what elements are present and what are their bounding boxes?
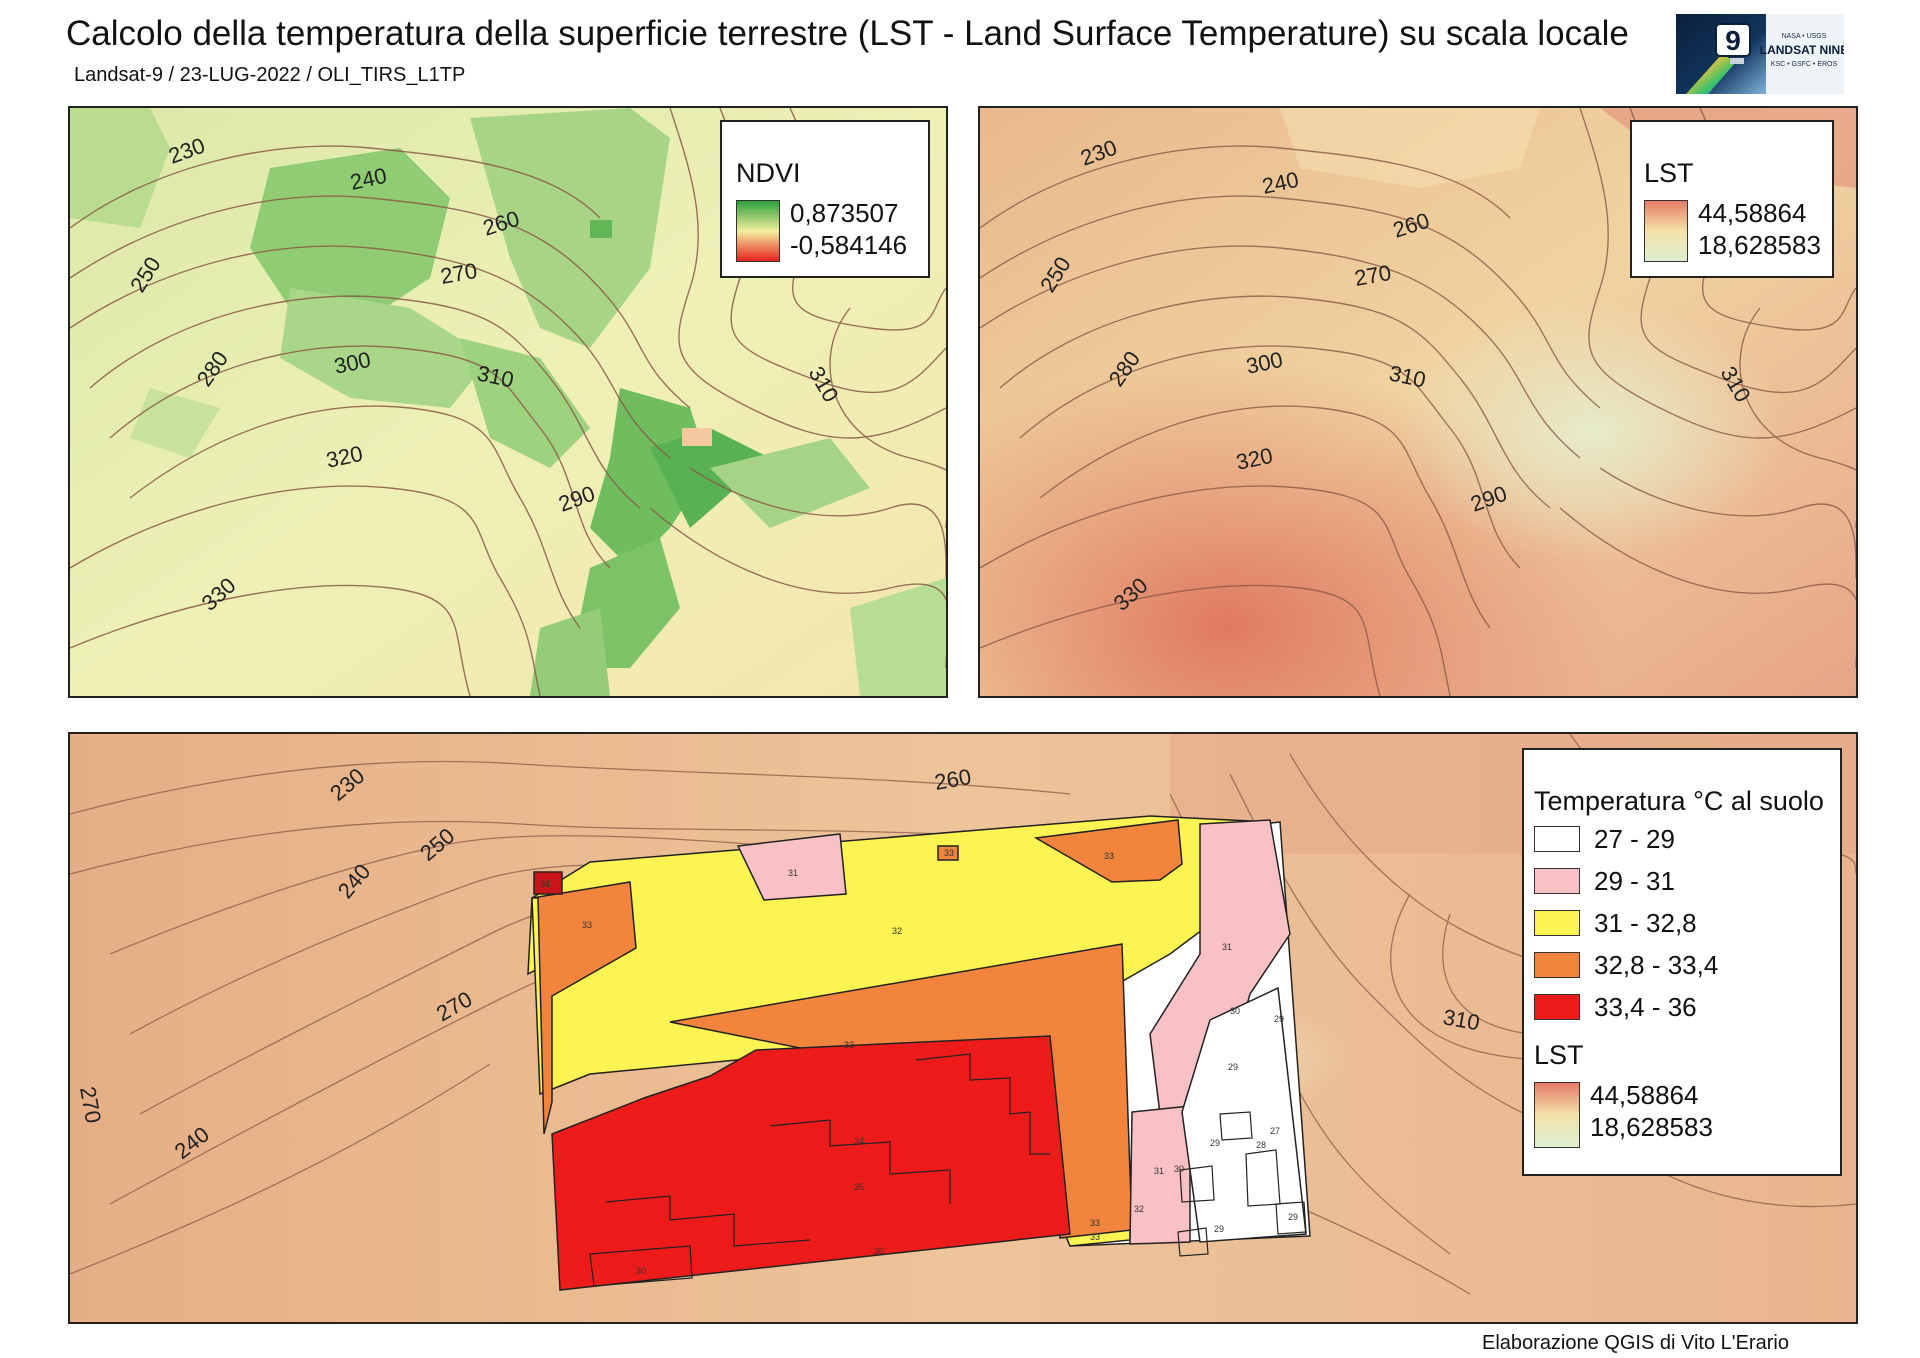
svg-text:33: 33	[1090, 1218, 1100, 1228]
landsat-logo: 9 NASA • USGS LANDSAT NINE KSC • GSFC • …	[1676, 14, 1848, 94]
lst-legend: LST 44,58864 18,628583	[1630, 120, 1834, 278]
lst-map[interactable]: 230 240 250 260 270 280 300 310 310 320 …	[978, 106, 1858, 698]
svg-text:29: 29	[1228, 1062, 1238, 1072]
zone-red-corner	[533, 871, 563, 895]
svg-text:32: 32	[1134, 1204, 1144, 1214]
class-label-5: 33,4 - 36	[1594, 992, 1697, 1022]
svg-text:33: 33	[582, 920, 592, 930]
class-swatch-1	[1534, 826, 1580, 852]
credit-text: Elaborazione QGIS di Vito L'Erario	[1482, 1332, 1789, 1354]
svg-text:31: 31	[788, 868, 798, 878]
lst-legend-min: 18,628583	[1698, 230, 1821, 260]
detail-lst-legend-max: 44,58864	[1590, 1080, 1699, 1110]
lst-colorramp	[1644, 200, 1688, 262]
class-label-4: 32,8 - 33,4	[1594, 950, 1719, 980]
class-swatch-5	[1534, 994, 1580, 1020]
map-subtitle: Landsat-9 / 23-LUG-2022 / OLI_TIRS_L1TP	[74, 64, 466, 86]
temperature-legend: Temperatura °C al suolo 27 - 29 29 - 31 …	[1522, 748, 1842, 1176]
svg-text:34: 34	[854, 1136, 864, 1146]
zone-orange-small	[937, 845, 959, 861]
detail-map[interactable]: 230 260 250 240 270 280 290 300 310 270 …	[68, 732, 1858, 1324]
svg-text:29: 29	[1288, 1212, 1298, 1222]
svg-text:28: 28	[1256, 1140, 1266, 1150]
svg-text:29: 29	[1274, 1014, 1284, 1024]
logo-name: LANDSAT NINE	[1760, 43, 1844, 57]
svg-text:30: 30	[636, 1266, 646, 1276]
temperature-zones	[527, 815, 1311, 1291]
detail-lst-legend-title: LST	[1534, 1040, 1584, 1070]
zone-orange-west	[531, 881, 637, 1135]
zone-red	[551, 1035, 1071, 1291]
svg-text:34: 34	[540, 879, 550, 889]
logo-top-text: NASA • USGS	[1782, 33, 1827, 40]
svg-text:30: 30	[874, 1246, 884, 1256]
ndvi-map[interactable]: 230 240 250 260 270 280 300 310 310 320 …	[68, 106, 948, 698]
svg-text:29: 29	[1214, 1224, 1224, 1234]
class-swatch-3	[1534, 910, 1580, 936]
class-swatch-2	[1534, 868, 1580, 894]
map-title: Calcolo della temperatura della superfic…	[66, 14, 1629, 53]
svg-text:29: 29	[1210, 1138, 1220, 1148]
detail-lst-legend-min: 18,628583	[1590, 1112, 1713, 1142]
svg-text:31: 31	[1222, 942, 1232, 952]
detail-lst-colorramp	[1534, 1082, 1580, 1148]
ndvi-colorramp	[736, 200, 780, 262]
lst-legend-title: LST	[1644, 158, 1694, 188]
ndvi-contours	[70, 108, 946, 696]
zone-pink-south	[1129, 1105, 1191, 1245]
ndvi-legend-min: -0,584146	[790, 230, 908, 260]
svg-text:33: 33	[844, 1040, 854, 1050]
class-label-1: 27 - 29	[1594, 824, 1675, 854]
svg-text:27: 27	[1270, 1126, 1280, 1136]
ndvi-legend-title: NDVI	[736, 158, 801, 188]
class-label-2: 29 - 31	[1594, 866, 1675, 896]
svg-text:33: 33	[1090, 1232, 1100, 1242]
svg-text:33: 33	[1104, 851, 1114, 861]
svg-text:32: 32	[892, 926, 902, 936]
zone-pink-north	[736, 833, 847, 901]
temperature-legend-title: Temperatura °C al suolo	[1534, 786, 1824, 816]
svg-text:30: 30	[1230, 1006, 1240, 1016]
ndvi-legend-max: 0,873507	[790, 198, 899, 228]
ndvi-vegetation-pixels	[70, 108, 946, 696]
svg-text:33: 33	[944, 848, 954, 858]
ndvi-legend: NDVI 0,873507 -0,584146	[720, 120, 930, 278]
svg-text:31: 31	[1154, 1166, 1164, 1176]
zone-orange-north	[1033, 819, 1183, 883]
logo-bottom-text: KSC • GSFC • EROS	[1771, 61, 1838, 68]
lst-legend-max: 44,58864	[1698, 198, 1807, 228]
lst-contours	[980, 108, 1856, 696]
svg-text:35: 35	[854, 1182, 864, 1192]
class-swatch-4	[1534, 952, 1580, 978]
logo-number: 9	[1725, 25, 1741, 56]
zone-grid-lines	[589, 1053, 1307, 1287]
class-label-3: 31 - 32,8	[1594, 908, 1697, 938]
zone-labels: 34 33 31 33 33 32 31 33 30 29 29 33 34 3…	[540, 848, 1298, 1276]
svg-text:30: 30	[1174, 1164, 1184, 1174]
